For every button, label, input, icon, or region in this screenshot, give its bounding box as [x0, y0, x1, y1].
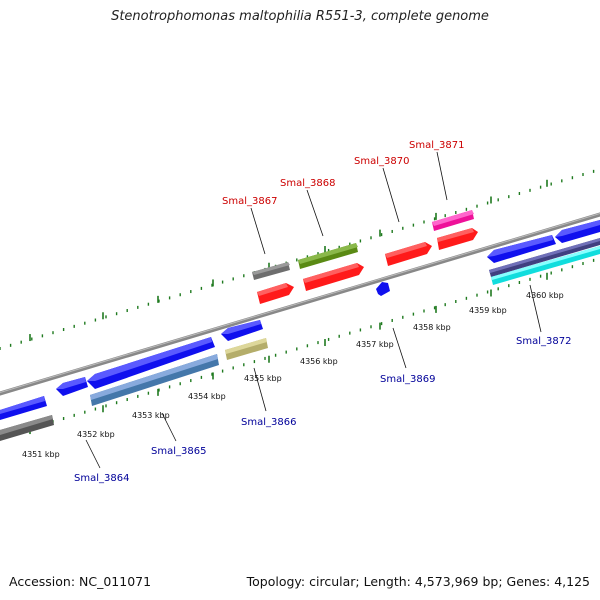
gene-smal-3868-rect[interactable]	[298, 243, 358, 269]
gene-smal-3867-arrow[interactable]	[257, 283, 294, 304]
gene-smal-3868-arrow[interactable]	[303, 263, 364, 291]
gene-blue-4360-b[interactable]	[555, 220, 600, 243]
svg-text:Smal_3869: Smal_3869	[380, 374, 435, 385]
gene-label-smal-3870[interactable]: Smal_3870	[354, 156, 409, 223]
gene-label-smal-3868[interactable]: Smal_3868	[280, 178, 335, 237]
gene-blue-4351[interactable]	[0, 396, 47, 420]
gene-label-smal-3867[interactable]: Smal_3867	[222, 196, 277, 255]
tick-label: 4360 kbp	[526, 291, 564, 300]
gene-smal-3865-rect[interactable]	[90, 354, 219, 406]
genome-backbone	[0, 212, 600, 396]
tick-label: 4351 kbp	[22, 450, 60, 459]
gene-smal-3870-arrow[interactable]	[385, 242, 432, 266]
svg-text:Smal_3866: Smal_3866	[241, 417, 296, 428]
gene-blue-4360-a[interactable]	[487, 235, 556, 263]
gene-slate-4360[interactable]	[489, 238, 600, 277]
gene-label-smal-3866[interactable]: Smal_3866	[241, 367, 296, 428]
gene-smal-3864-rect[interactable]	[0, 415, 54, 441]
svg-text:Smal_3872: Smal_3872	[516, 336, 571, 347]
gene-small-blue-reverse[interactable]	[376, 282, 390, 296]
tick-label: 4352 kbp	[77, 430, 115, 439]
tick-label: 4359 kbp	[469, 306, 507, 315]
gene-smal-3871-arrow[interactable]	[437, 228, 478, 250]
svg-text:Smal_3868: Smal_3868	[280, 178, 335, 189]
genome-stats-label: Topology: circular; Length: 4,573,969 bp…	[246, 574, 590, 589]
svg-text:Smal_3870: Smal_3870	[354, 156, 409, 167]
tick-label: 4357 kbp	[356, 340, 394, 349]
tick-label: 4355 kbp	[244, 374, 282, 383]
gene-blue-4352[interactable]	[56, 377, 88, 396]
gene-label-smal-3865[interactable]: Smal_3865	[151, 412, 206, 457]
gene-label-smal-3869[interactable]: Smal_3869	[380, 327, 435, 385]
gene-smal-3871-rect[interactable]	[432, 210, 474, 231]
tick-label: 4358 kbp	[413, 323, 451, 332]
svg-text:Smal_3871: Smal_3871	[409, 140, 464, 151]
gene-label-smal-3872[interactable]: Smal_3872	[516, 284, 571, 347]
gene-smal-3866-rect[interactable]	[225, 338, 268, 360]
svg-text:Smal_3865: Smal_3865	[151, 446, 206, 457]
gene-blue-4354[interactable]	[87, 337, 215, 389]
map-title: Stenotrophomonas maltophilia R551-3, com…	[111, 9, 489, 24]
tick-label: 4354 kbp	[188, 392, 226, 401]
gene-label-smal-3864[interactable]: Smal_3864	[74, 439, 129, 484]
svg-text:Smal_3867: Smal_3867	[222, 196, 277, 207]
accession-label: Accession: NC_011071	[9, 574, 152, 589]
svg-text:Smal_3864: Smal_3864	[74, 473, 129, 484]
gene-smal-3872-rect[interactable]	[491, 246, 600, 285]
gene-smal-3867-rect[interactable]	[252, 262, 290, 280]
tick-label: 4356 kbp	[300, 357, 338, 366]
tick-label: 4353 kbp	[132, 411, 170, 420]
tick-lines	[0, 169, 595, 439]
gene-blue-4355[interactable]	[221, 320, 263, 341]
gene-label-smal-3871[interactable]: Smal_3871	[409, 140, 464, 201]
